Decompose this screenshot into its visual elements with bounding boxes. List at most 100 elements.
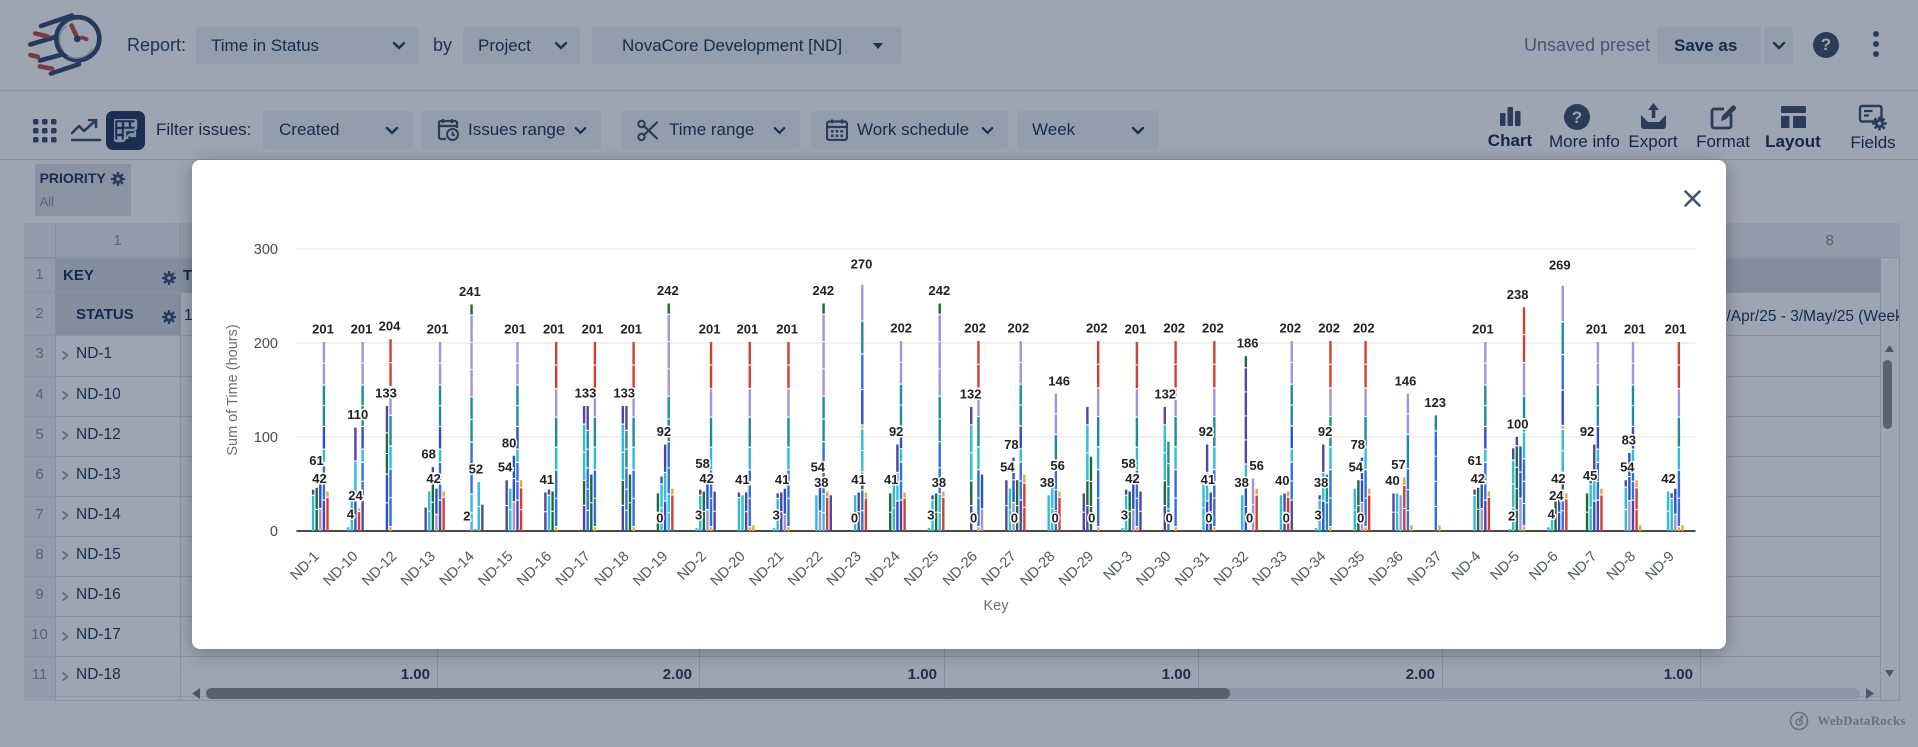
svg-text:ND-17: ND-17 <box>552 549 593 590</box>
svg-text:269: 269 <box>1548 258 1570 273</box>
svg-text:38: 38 <box>1234 475 1248 490</box>
svg-text:ND-6: ND-6 <box>1526 549 1561 584</box>
svg-text:ND-9: ND-9 <box>1642 549 1677 584</box>
svg-text:270: 270 <box>850 257 872 272</box>
svg-text:ND-13: ND-13 <box>397 549 438 590</box>
svg-text:201: 201 <box>620 322 642 337</box>
svg-text:ND-24: ND-24 <box>862 549 903 590</box>
svg-text:186: 186 <box>1236 336 1258 351</box>
svg-text:24: 24 <box>348 488 363 503</box>
svg-text:42: 42 <box>1125 471 1139 486</box>
svg-text:133: 133 <box>574 386 596 401</box>
svg-text:78: 78 <box>1004 437 1018 452</box>
svg-text:41: 41 <box>774 472 788 487</box>
svg-text:92: 92 <box>1579 424 1593 439</box>
svg-text:241: 241 <box>459 284 481 299</box>
svg-text:0: 0 <box>1165 511 1172 526</box>
svg-text:ND-1: ND-1 <box>287 549 322 584</box>
svg-text:54: 54 <box>1000 460 1015 475</box>
svg-text:0: 0 <box>969 511 976 526</box>
svg-text:ND-19: ND-19 <box>630 549 671 590</box>
svg-text:ND-32: ND-32 <box>1210 549 1251 590</box>
svg-text:ND-3: ND-3 <box>1100 549 1135 584</box>
svg-text:61: 61 <box>309 453 323 468</box>
svg-text:41: 41 <box>539 472 553 487</box>
svg-text:0: 0 <box>1282 511 1289 526</box>
svg-text:132: 132 <box>1154 386 1176 401</box>
svg-text:83: 83 <box>1621 433 1635 448</box>
svg-text:ND-21: ND-21 <box>746 549 787 590</box>
svg-text:42: 42 <box>1551 471 1565 486</box>
svg-text:52: 52 <box>468 462 482 477</box>
svg-text:ND-7: ND-7 <box>1565 549 1600 584</box>
svg-text:3: 3 <box>694 508 701 523</box>
svg-text:61: 61 <box>1467 453 1481 468</box>
svg-text:ND-20: ND-20 <box>707 549 748 590</box>
svg-text:54: 54 <box>1620 460 1635 475</box>
svg-text:3: 3 <box>772 508 779 523</box>
svg-text:242: 242 <box>928 283 950 298</box>
svg-text:ND-28: ND-28 <box>1017 549 1058 590</box>
svg-text:ND-23: ND-23 <box>823 549 864 590</box>
svg-text:201: 201 <box>776 322 798 337</box>
svg-text:4: 4 <box>346 507 354 522</box>
svg-text:24: 24 <box>1549 488 1564 503</box>
svg-text:40: 40 <box>1385 473 1399 488</box>
svg-text:110: 110 <box>347 407 368 422</box>
svg-text:54: 54 <box>810 460 825 475</box>
svg-text:38: 38 <box>814 475 828 490</box>
svg-text:3: 3 <box>1314 508 1321 523</box>
svg-text:202: 202 <box>1318 321 1340 336</box>
svg-text:ND-8: ND-8 <box>1603 549 1638 584</box>
svg-text:123: 123 <box>1424 395 1446 410</box>
svg-text:201: 201 <box>1585 322 1607 337</box>
svg-text:132: 132 <box>959 386 981 401</box>
svg-text:68: 68 <box>421 447 435 462</box>
svg-text:Key: Key <box>983 598 1009 614</box>
svg-text:41: 41 <box>1200 472 1214 487</box>
svg-text:ND-2: ND-2 <box>674 549 709 584</box>
svg-text:146: 146 <box>1394 373 1416 388</box>
svg-text:38: 38 <box>931 475 945 490</box>
svg-text:ND-30: ND-30 <box>1133 549 1174 590</box>
svg-text:92: 92 <box>1317 424 1331 439</box>
svg-text:202: 202 <box>1163 321 1185 336</box>
svg-text:242: 242 <box>657 283 679 298</box>
svg-text:ND-35: ND-35 <box>1327 549 1368 590</box>
svg-text:202: 202 <box>1007 321 1029 336</box>
svg-text:201: 201 <box>542 322 564 337</box>
svg-text:202: 202 <box>964 321 986 336</box>
svg-text:ND-34: ND-34 <box>1288 549 1329 590</box>
svg-text:ND-10: ND-10 <box>320 549 361 590</box>
svg-text:0: 0 <box>850 511 857 526</box>
svg-text:200: 200 <box>253 336 277 352</box>
svg-text:41: 41 <box>735 472 749 487</box>
svg-text:202: 202 <box>1202 321 1224 336</box>
svg-text:ND-4: ND-4 <box>1448 549 1483 584</box>
svg-text:42: 42 <box>312 471 326 486</box>
svg-text:100: 100 <box>253 430 277 446</box>
svg-text:201: 201 <box>736 322 758 337</box>
svg-text:42: 42 <box>699 471 713 486</box>
svg-text:201: 201 <box>1623 322 1645 337</box>
svg-text:ND-18: ND-18 <box>591 549 632 590</box>
svg-text:242: 242 <box>812 283 834 298</box>
svg-text:202: 202 <box>1279 321 1301 336</box>
svg-text:ND-29: ND-29 <box>1056 549 1097 590</box>
svg-text:45: 45 <box>1582 468 1596 483</box>
svg-text:202: 202 <box>890 321 912 336</box>
svg-text:ND-5: ND-5 <box>1487 549 1522 584</box>
svg-text:80: 80 <box>501 435 515 450</box>
svg-text:ND-16: ND-16 <box>514 549 555 590</box>
svg-text:57: 57 <box>1391 457 1405 472</box>
svg-text:201: 201 <box>426 322 448 337</box>
svg-text:3: 3 <box>1120 508 1127 523</box>
svg-text:78: 78 <box>1350 437 1364 452</box>
svg-text:201: 201 <box>1664 322 1686 337</box>
svg-text:ND-27: ND-27 <box>978 549 1019 590</box>
svg-text:202: 202 <box>1085 321 1107 336</box>
svg-text:?: ? <box>1572 108 1582 127</box>
svg-text:0: 0 <box>1010 511 1017 526</box>
svg-text:ND-14: ND-14 <box>436 549 477 590</box>
svg-text:133: 133 <box>613 386 635 401</box>
